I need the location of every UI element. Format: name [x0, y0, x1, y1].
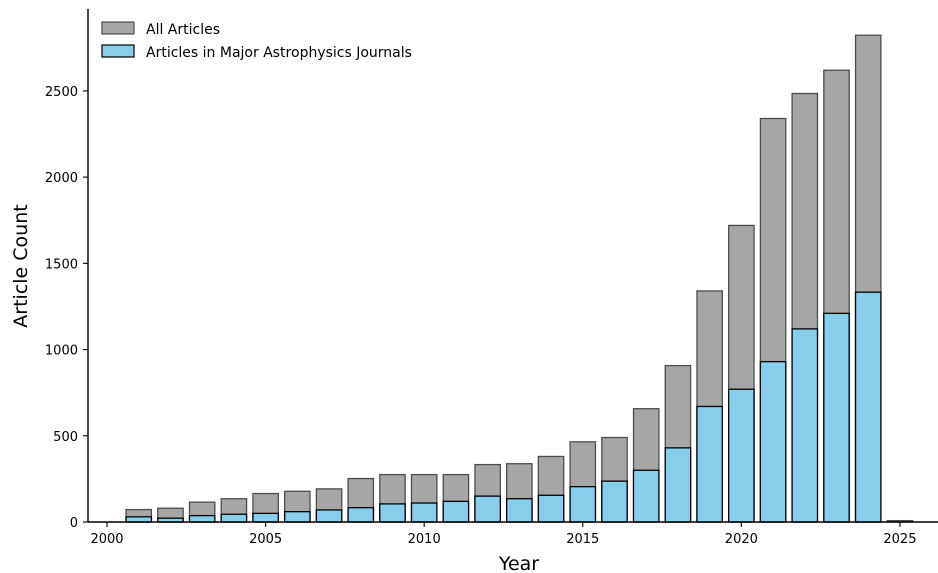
x-tick-label: 2020	[725, 532, 758, 547]
x-tick-labels: 2000 2005 2010 2015 2020 2025	[90, 532, 916, 547]
bar-major-journals	[125, 516, 153, 523]
y-tick-label: 500	[53, 430, 78, 445]
y-tick-label: 1000	[45, 344, 78, 359]
bar-major-journals	[791, 328, 819, 523]
y-tick-label: 2500	[45, 85, 78, 100]
bar-major-journals	[188, 514, 216, 523]
bar-major-journals	[442, 500, 470, 523]
legend-swatch-major-journals	[101, 44, 135, 58]
legend: All Articles Articles in Major Astrophys…	[101, 21, 412, 61]
bar-major-journals	[728, 388, 755, 523]
bar-major-journals	[506, 498, 533, 523]
bar-major-journals	[696, 405, 723, 523]
bar-major-journals	[347, 507, 375, 523]
bar-major-journals	[601, 480, 628, 523]
x-tick-label: 2025	[883, 532, 916, 547]
y-axis-title: Article Count	[10, 204, 32, 327]
bar-major-journals	[252, 512, 279, 523]
bars-major-journals	[125, 291, 882, 523]
x-tick-label: 2015	[566, 532, 599, 547]
y-tick-label: 1500	[45, 257, 78, 272]
y-tick-labels: 0 500 1000 1500 2000 2500	[45, 85, 78, 531]
bar-major-journals	[823, 312, 850, 523]
bar-major-journals	[283, 510, 311, 523]
legend-label-all-articles: All Articles	[146, 22, 220, 38]
legend-label-major-journals: Articles in Major Astrophysics Journals	[146, 45, 412, 61]
bar-major-journals	[537, 494, 565, 523]
legend-swatch-all-articles	[101, 21, 135, 35]
x-tick-label: 2010	[408, 532, 441, 547]
y-tick-label: 0	[70, 516, 78, 531]
bar-major-journals	[854, 291, 882, 523]
bar-major-journals	[759, 360, 787, 523]
bar-major-journals	[410, 502, 438, 523]
bar-major-journals	[569, 485, 597, 523]
bar-major-journals	[220, 513, 248, 523]
bar-major-journals	[664, 447, 692, 523]
x-tick-label: 2000	[90, 532, 123, 547]
axes	[83, 9, 938, 527]
x-tick-label: 2005	[249, 532, 282, 547]
bar-major-journals	[474, 495, 501, 523]
y-tick-label: 2000	[45, 171, 78, 186]
x-axis-title: Year	[498, 553, 539, 573]
bar-major-journals	[315, 509, 343, 523]
bar-major-journals	[632, 469, 660, 523]
bar-major-journals	[379, 503, 406, 523]
